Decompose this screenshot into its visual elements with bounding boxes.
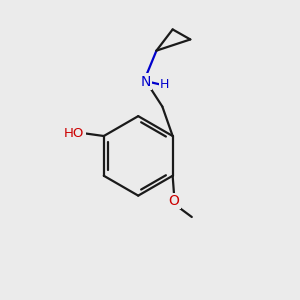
Text: O: O: [169, 194, 180, 208]
Text: H: H: [160, 78, 169, 91]
Text: HO: HO: [64, 127, 85, 140]
Text: N: N: [141, 74, 151, 88]
